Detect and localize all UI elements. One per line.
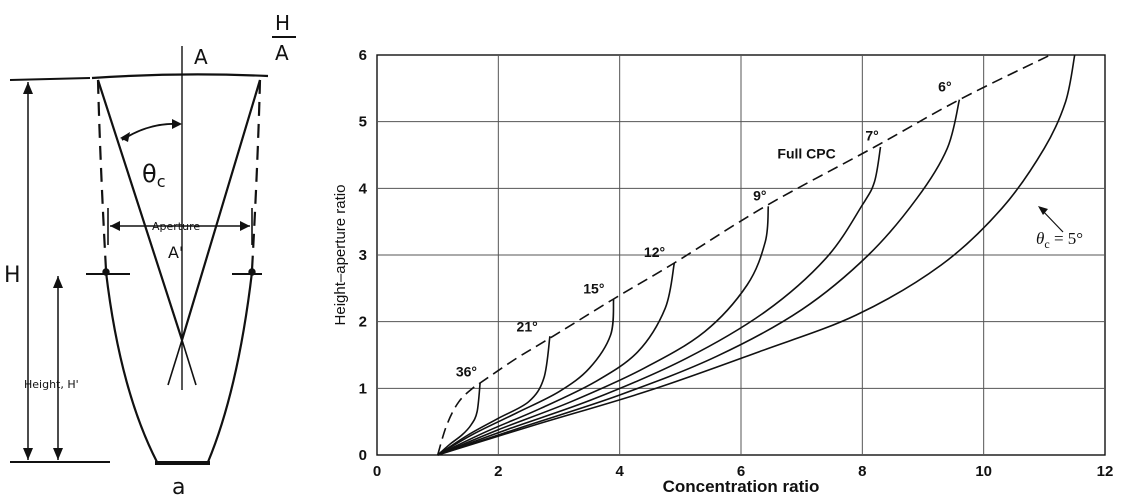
- x-tick-label: 12: [1097, 463, 1114, 480]
- curves: [436, 54, 1076, 456]
- x-tick-label: 0: [373, 463, 381, 480]
- label-aperture: Aperture: [152, 220, 200, 233]
- curve-9: [437, 206, 770, 456]
- y-tick-label: 4: [359, 180, 368, 197]
- top-aperture-line: [91, 73, 269, 80]
- right-wall: [206, 271, 254, 463]
- aperture-arrow-left: [110, 221, 120, 231]
- x-tick-labels: 0 2 4 6 8 10 12: [373, 463, 1114, 480]
- curve-label: 9°: [753, 187, 766, 203]
- curve-7: [437, 146, 882, 456]
- theta-c-label: θc = 5°: [1036, 229, 1083, 251]
- curve-label: 6°: [938, 79, 951, 95]
- dim-top: [9, 77, 91, 81]
- theta-c-suffix: = 5°: [1050, 229, 1083, 248]
- grid: [377, 55, 1105, 455]
- theta-arrow: [120, 132, 130, 142]
- theta-c-sub: c: [1044, 237, 1049, 251]
- curve-labels: 36° 21° 15° 12° 9° 7° 6° Full CPC: [456, 79, 952, 380]
- y-tick-label: 2: [359, 314, 367, 331]
- curve-label: 21°: [517, 319, 538, 335]
- x-tick-label: 2: [494, 463, 502, 480]
- y-tick-label: 1: [359, 380, 367, 397]
- y-tick-label: 3: [359, 247, 367, 264]
- diagram-labels: A H A θc Aperture A' H Height, H' a: [4, 11, 290, 500]
- x-tick-label: 6: [737, 463, 745, 480]
- right-wall-dashed: [250, 79, 262, 271]
- x-axis-title: Concentration ratio: [663, 477, 820, 496]
- dim-hp-arrow-bottom: [53, 448, 63, 460]
- x-tick-label: 4: [615, 463, 624, 480]
- right-ray: [180, 79, 262, 341]
- curve-label: 7°: [865, 127, 878, 143]
- y-tick-label: 0: [359, 447, 367, 464]
- dim-hp-arrow-top: [53, 276, 63, 288]
- truncation-dot-right: [248, 268, 256, 276]
- curve-21: [437, 336, 551, 456]
- truncation-dot-left: [102, 268, 110, 276]
- curve-c5: [437, 54, 1076, 456]
- theta-leader-arrow: [1038, 206, 1048, 215]
- curve-label: 36°: [456, 363, 477, 379]
- full-cpc-curve: [436, 54, 1051, 456]
- curve-label: 15°: [583, 281, 604, 297]
- dim-h-arrow-bottom: [23, 448, 33, 460]
- left-ray: [96, 79, 184, 341]
- y-axis-title: Height–aperture ratio: [332, 185, 349, 326]
- curve-6: [437, 99, 961, 456]
- theta-arrow-2: [172, 119, 182, 129]
- left-wall-dashed: [96, 79, 108, 271]
- curve-label: 12°: [644, 244, 665, 260]
- cpc-diagram: [9, 36, 296, 465]
- x-tick-label: 8: [858, 463, 866, 480]
- curve-36: [437, 382, 481, 456]
- y-tick-labels: 0 1 2 3 4 5 6: [359, 47, 368, 464]
- label-a-top: A: [194, 45, 208, 69]
- theta-c-prefix: θ: [1036, 229, 1044, 248]
- aperture-arrow-right: [240, 221, 250, 231]
- dim-h-arrow-top: [23, 82, 33, 94]
- theta-subscript: c: [157, 172, 166, 191]
- x-tick-label: 10: [975, 463, 992, 480]
- theta-arc: [121, 122, 181, 141]
- curve-12: [437, 262, 676, 456]
- cross-ray-b: [167, 339, 183, 386]
- label-h-left: H: [4, 263, 21, 288]
- curve-label: Full CPC: [777, 145, 835, 161]
- label-bottom: a: [172, 475, 185, 500]
- left-wall: [104, 271, 158, 463]
- label-theta: θc: [142, 160, 165, 191]
- label-ratio-den: A: [275, 41, 289, 65]
- y-tick-label: 5: [359, 114, 367, 131]
- label-aperture-prime: A': [168, 243, 183, 262]
- curve-15: [437, 298, 615, 456]
- cross-ray-a: [181, 339, 197, 386]
- theta-symbol: θ: [142, 160, 157, 188]
- label-ratio-num: H: [275, 11, 290, 35]
- y-tick-label: 6: [359, 47, 367, 64]
- label-truncated-height: Height, H': [24, 378, 79, 391]
